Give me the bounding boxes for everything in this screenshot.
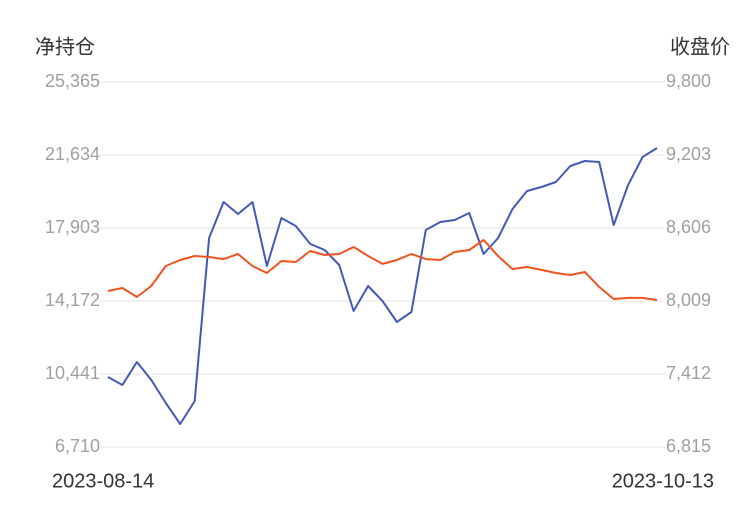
y-tick-label: 21,634	[45, 144, 100, 164]
series-line	[107, 239, 658, 301]
y2-tick-label: 9,800	[666, 71, 711, 91]
y2-tick-label: 9,203	[666, 144, 711, 164]
y2-tick-label: 6,815	[666, 436, 711, 456]
x-tick-label: 2023-08-14	[52, 470, 154, 492]
y-tick-label: 14,172	[45, 290, 100, 310]
y-axis-title: 净持仓	[35, 35, 95, 58]
y-tick-label: 17,903	[45, 217, 100, 237]
y-tick-label: 10,441	[45, 363, 100, 383]
x-tick-label: 2023-10-13	[612, 470, 714, 492]
y2-axis-title: 收盘价	[670, 35, 730, 58]
y-tick-label: 25,365	[45, 71, 100, 91]
y2-tick-label: 8,009	[666, 290, 711, 310]
series-line	[107, 147, 658, 425]
y2-tick-label: 8,606	[666, 217, 711, 237]
y2-tick-label: 7,412	[666, 363, 711, 383]
y-tick-label: 6,710	[55, 436, 100, 456]
